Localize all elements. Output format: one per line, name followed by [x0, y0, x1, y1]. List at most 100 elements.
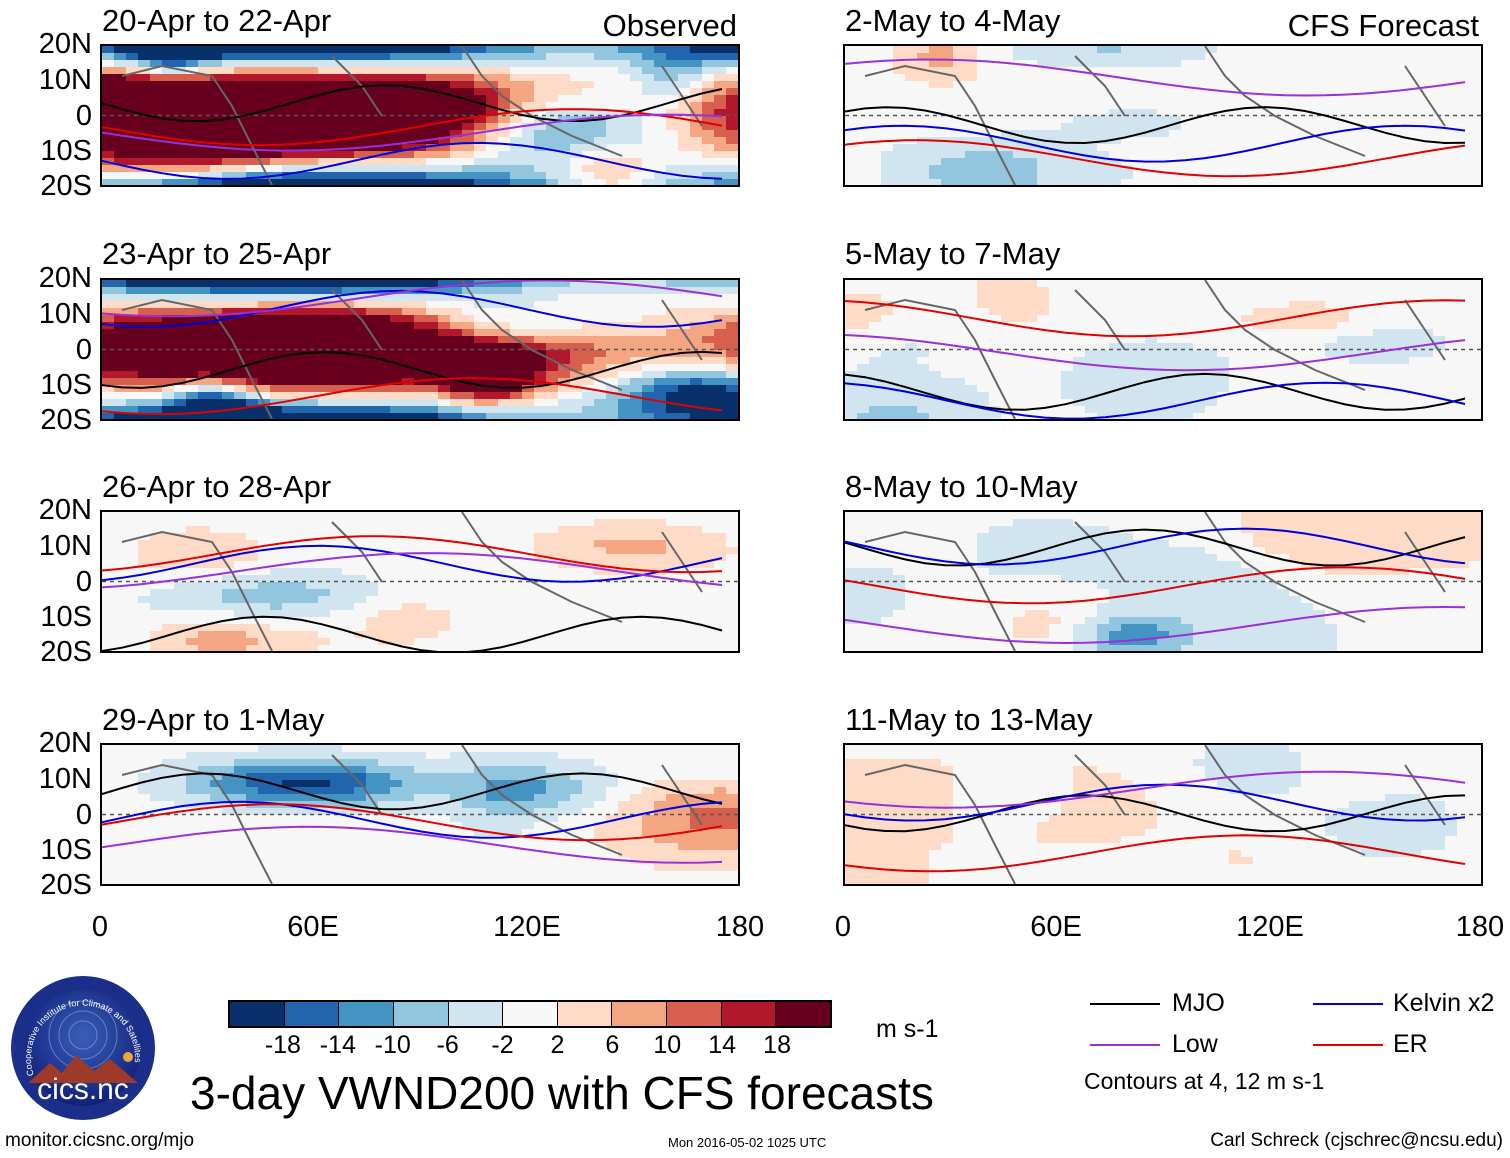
- coastline: [864, 512, 1446, 651]
- map-field: [845, 46, 1481, 185]
- colorbar-tick-label: -14: [319, 1031, 356, 1059]
- contour-line: [102, 615, 723, 651]
- contour-line: [845, 834, 1466, 873]
- lat-label-10n: 10N: [38, 763, 92, 795]
- contour-line: [845, 106, 1466, 145]
- footer-url[interactable]: monitor.cicsnc.org/mjo: [5, 1130, 195, 1151]
- colorbar-tick-label: 6: [605, 1031, 620, 1059]
- contour-line: [102, 141, 723, 180]
- lat-label-10s: 10S: [40, 601, 92, 633]
- contour-line: [102, 825, 723, 864]
- legend-low-line: [1090, 1044, 1160, 1046]
- coastline: [121, 745, 703, 884]
- legend-contour-note: Contours at 4, 12 m s-1: [1084, 1068, 1325, 1094]
- contour-line: [102, 800, 723, 839]
- legend-er-label: ER: [1393, 1030, 1428, 1058]
- contour-line: [845, 58, 1466, 97]
- lat-label-eq: 0: [75, 566, 92, 598]
- map-panel-forecast-2: [843, 278, 1483, 421]
- contour-line: [102, 377, 723, 416]
- contour-line: [102, 113, 723, 152]
- contour-line: [102, 108, 723, 147]
- lat-label-20n: 20N: [38, 28, 92, 60]
- legend-kelvin-label: Kelvin x2: [1393, 989, 1495, 1017]
- contour-line: [845, 783, 1466, 822]
- colorbar-swatch: [776, 1002, 831, 1026]
- logo-text: cics.nc: [37, 1073, 129, 1106]
- contour-line: [102, 350, 723, 389]
- lat-label-20s: 20S: [40, 170, 92, 202]
- legend-low-label: Low: [1172, 1030, 1218, 1058]
- legend-kelvin-line: [1313, 1003, 1383, 1005]
- panel-title-7: 8-May to 10-May: [845, 469, 1078, 504]
- colorbar-swatch: [612, 1002, 668, 1026]
- panel-title-5: 2-May to 4-May: [845, 3, 1061, 38]
- colorbar-swatch: [230, 1002, 285, 1026]
- map-field: [102, 512, 738, 651]
- coastline: [864, 280, 1446, 419]
- panel-title-1: 20-Apr to 22-Apr: [102, 3, 332, 38]
- contour-line: [845, 605, 1466, 645]
- lat-label-20n: 20N: [38, 494, 92, 526]
- lat-label-20n: 20N: [38, 727, 92, 759]
- lat-label-eq: 0: [75, 334, 92, 366]
- cics-logo[interactable]: Cooperative Institute for Climate and Sa…: [10, 975, 156, 1121]
- map-field: [102, 280, 738, 419]
- contour-line: [845, 139, 1466, 178]
- coastline: [864, 745, 1446, 884]
- map-field: [845, 280, 1481, 419]
- footer-timestamp: Mon 2016-05-02 1025 UTC: [668, 1135, 827, 1150]
- colorbar-tick-label: -6: [436, 1031, 459, 1059]
- map-field: [102, 46, 738, 185]
- contour-line: [102, 535, 723, 574]
- logo-sun: [123, 1052, 133, 1062]
- colorbar-swatch: [284, 1002, 340, 1026]
- lat-label-10n: 10N: [38, 298, 92, 330]
- lon-label-120e: 120E: [1236, 911, 1304, 943]
- colorbar-tick-label: 2: [550, 1031, 565, 1059]
- lon-label-60e: 60E: [287, 911, 339, 943]
- lat-label-eq: 0: [75, 100, 92, 132]
- contour-line: [845, 527, 1466, 566]
- logo-mountains: [28, 1055, 138, 1083]
- lon-label-120e: 120E: [493, 911, 561, 943]
- lon-label-60e: 60E: [1030, 911, 1082, 943]
- colorbar-tick-label: -18: [264, 1031, 301, 1059]
- contour-line: [102, 280, 723, 318]
- colorbar-tick-label: 10: [653, 1031, 682, 1059]
- map-panel-observed-4: [100, 743, 740, 886]
- contour-line: [845, 372, 1466, 411]
- lon-label-0: 0: [91, 911, 109, 943]
- coastline: [864, 46, 1446, 185]
- contour-line: [845, 334, 1466, 372]
- colorbar-swatch: [393, 1002, 449, 1026]
- footer-author: Carl Schreck (cjschrec@ncsu.edu): [1210, 1130, 1503, 1151]
- lat-label-10s: 10S: [40, 369, 92, 401]
- contour-line: [845, 381, 1466, 419]
- lon-label-180: 180: [1455, 911, 1505, 943]
- contour-line: [845, 566, 1466, 605]
- colorbar-tick-label: 14: [708, 1031, 737, 1059]
- contour-line: [102, 803, 723, 842]
- colorbar: [228, 1000, 832, 1028]
- map-panel-forecast-4: [843, 743, 1483, 886]
- colorbar-tick-label: -2: [491, 1031, 514, 1059]
- colorbar-swatch: [721, 1002, 777, 1026]
- panel-title-3: 26-Apr to 28-Apr: [102, 469, 332, 504]
- lat-label-20n: 20N: [38, 262, 92, 294]
- lat-label-10n: 10N: [38, 64, 92, 96]
- lat-label-20s: 20S: [40, 636, 92, 668]
- colorbar-units: m s-1: [876, 1015, 939, 1043]
- map-field: [845, 512, 1481, 651]
- panel-title-8: 11-May to 13-May: [845, 702, 1093, 737]
- map-panel-observed-3: [100, 510, 740, 653]
- map-panel-observed-1: [100, 44, 740, 187]
- colorbar-swatch: [557, 1002, 613, 1026]
- legend-mjo-line: [1090, 1003, 1160, 1005]
- lat-label-20s: 20S: [40, 869, 92, 901]
- colorbar-swatch: [667, 1002, 722, 1026]
- colorbar-tick-label: 18: [763, 1031, 791, 1059]
- contour-line: [845, 299, 1466, 338]
- legend-mjo-label: MJO: [1172, 989, 1225, 1017]
- panel-title-4: 29-Apr to 1-May: [102, 702, 325, 737]
